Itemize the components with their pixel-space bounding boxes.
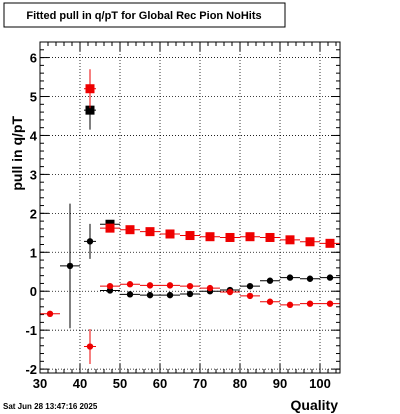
x-axis-title: Quality [291,397,339,413]
data-point-circle [126,291,134,298]
data-point-circle [266,298,274,305]
title-box [3,2,286,28]
x-tick-label: 50 [113,376,127,391]
y-axis-title: pull in q/pT [9,116,25,191]
data-point-square [125,225,135,235]
data-point-square [85,105,95,115]
data-point-circle [306,300,314,307]
data-point-circle [186,282,194,290]
data-point-square [245,232,255,242]
data-point-circle [286,274,294,281]
y-tick-label: 0 [30,284,37,299]
y-tick-label: 5 [30,90,37,105]
x-tick-label: 70 [193,376,207,391]
x-tick-label: 30 [33,376,47,391]
x-tick-label: 100 [309,376,331,391]
data-point-circle [146,291,154,299]
data-point-circle [126,281,134,288]
chart-title: Fitted pull in q/pT for Global Rec Pion … [26,10,261,22]
y-tick-label: 4 [30,128,38,143]
data-point-square [285,235,295,245]
data-point-square [305,237,315,247]
data-point-circle [166,282,174,289]
x-tick-label: 80 [233,376,247,391]
data-point-circle [246,282,254,290]
data-point-square [265,232,275,242]
data-point-circle [66,262,74,270]
data-point-circle [106,282,114,290]
data-point-circle [86,238,94,245]
data-point-square [85,84,95,94]
data-point-circle [46,310,54,318]
data-point-square [105,223,115,233]
data-point-circle [306,275,314,282]
data-point-circle [186,290,194,298]
data-point-circle [286,301,294,309]
y-tick-label: -1 [25,323,37,338]
data-point-square [325,238,335,248]
data-point-circle [326,300,334,307]
y-tick-label: 1 [30,245,37,260]
data-point-circle [246,292,254,300]
tick-label-layer: 30 40 50 60 70 80 90 100 -2 -1 0 1 2 3 4 5 6 [25,51,330,391]
x-tick-label: 90 [273,376,287,391]
data-point-circle [146,282,154,289]
data-layer [40,69,340,365]
y-tick-label: 6 [30,51,37,66]
y-tick-label: 2 [30,206,37,221]
x-tick-label: 40 [73,376,87,391]
grid-layer [40,42,340,373]
data-point-square [225,232,235,242]
data-point-square [165,229,175,239]
data-point-circle [206,284,214,292]
x-tick-label: 60 [153,376,167,391]
tick-layer [39,41,340,373]
data-point-circle [166,291,174,299]
data-point-circle [226,288,234,296]
plot-frame [39,41,341,374]
data-point-circle [326,274,334,281]
data-point-circle [266,277,274,284]
data-point-circle [86,343,94,350]
data-point-square [145,227,155,237]
data-point-square [185,231,195,241]
y-tick-label: 3 [30,167,37,182]
y-tick-label: -2 [25,362,37,377]
timestamp: Sat Jun 28 13:47:16 2025 [3,402,98,411]
data-point-square [205,232,215,242]
